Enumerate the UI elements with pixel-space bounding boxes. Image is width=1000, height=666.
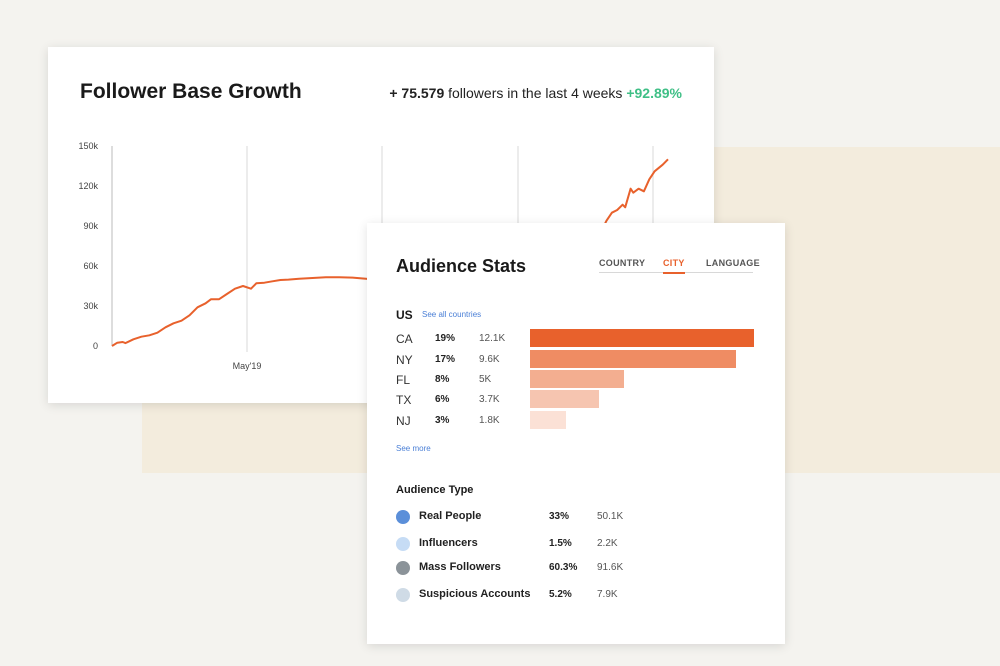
city-code: FL: [396, 373, 411, 387]
city-stat-row: NJ 3% 1.8K: [396, 411, 756, 431]
city-value: 3.7K: [479, 394, 500, 405]
city-value: 5K: [479, 374, 492, 385]
audience-stats-card: Audience Stats COUNTRY CITY LANGUAGE US …: [367, 223, 785, 644]
growth-percent: +92.89%: [626, 85, 682, 101]
city-value: 12.1K: [479, 333, 506, 344]
city-percent: 19%: [435, 333, 456, 344]
city-bar: [530, 390, 599, 408]
audience-type-value: 2.2K: [597, 538, 618, 549]
growth-summary: + 75.579 followers in the last 4 weeks +…: [389, 85, 682, 101]
audience-type-name: Suspicious Accounts: [419, 588, 531, 600]
audience-type-dot: [396, 510, 410, 524]
tab-country[interactable]: COUNTRY: [599, 258, 646, 268]
city-percent: 8%: [435, 374, 450, 385]
growth-summary-text: followers in the last 4 weeks: [448, 85, 623, 101]
audience-type-name: Influencers: [419, 537, 478, 549]
y-tick-label: 120k: [78, 181, 98, 191]
see-all-countries-link[interactable]: See all countries: [422, 310, 482, 319]
audience-type-name: Mass Followers: [419, 561, 501, 573]
x-tick-label: May'19: [233, 361, 262, 371]
city-stat-row: CA 19% 12.1K: [396, 329, 756, 349]
audience-type-name: Real People: [419, 510, 482, 522]
audience-type-dot: [396, 588, 410, 602]
see-more-link[interactable]: See more: [396, 444, 431, 453]
growth-title: Follower Base Growth: [80, 80, 302, 103]
audience-type-value: 91.6K: [597, 562, 624, 573]
audience-type-row: Influencers 1.5% 2.2K: [396, 535, 696, 555]
audience-type-dot: [396, 537, 410, 551]
y-tick-label: 60k: [83, 261, 98, 271]
y-tick-label: 90k: [83, 221, 98, 231]
audience-type-row: Mass Followers 60.3% 91.6K: [396, 559, 696, 579]
country-name: US: [396, 308, 413, 322]
city-value: 9.6K: [479, 354, 500, 365]
audience-type-value: 50.1K: [597, 511, 624, 522]
audience-type-value: 7.9K: [597, 589, 618, 600]
audience-type-dot: [396, 561, 410, 575]
city-stat-row: NY 17% 9.6K: [396, 350, 756, 370]
growth-count: + 75.579: [389, 85, 445, 101]
audience-type-percent: 60.3%: [549, 562, 578, 573]
city-bar: [530, 350, 736, 368]
city-code: TX: [396, 393, 412, 407]
audience-type-title: Audience Type: [396, 484, 474, 496]
audience-tabs: COUNTRY CITY LANGUAGE: [599, 258, 760, 274]
audience-title: Audience Stats: [396, 256, 527, 276]
city-code: NY: [396, 353, 413, 367]
y-tick-label: 150k: [78, 141, 98, 151]
city-percent: 17%: [435, 354, 456, 365]
audience-type-percent: 5.2%: [549, 589, 572, 600]
tab-language[interactable]: LANGUAGE: [706, 258, 760, 268]
tab-city[interactable]: CITY: [663, 258, 685, 274]
city-bar: [530, 329, 754, 347]
city-bar: [530, 370, 624, 388]
y-tick-label: 0: [93, 341, 98, 351]
city-bar: [530, 411, 566, 429]
audience-type-row: Suspicious Accounts 5.2% 7.9K: [396, 586, 696, 606]
growth-line-chart: 0 30k 60k 90k 120k 150k May'19: [78, 141, 669, 371]
y-tick-label: 30k: [83, 301, 98, 311]
city-percent: 6%: [435, 394, 450, 405]
follower-growth-line: [111, 158, 669, 347]
city-code: NJ: [396, 414, 411, 428]
city-code: CA: [396, 332, 413, 346]
city-percent: 3%: [435, 415, 450, 426]
audience-type-percent: 33%: [549, 511, 570, 522]
city-stat-row: TX 6% 3.7K: [396, 390, 756, 410]
audience-type-row: Real People 33% 50.1K: [396, 508, 696, 528]
audience-type-percent: 1.5%: [549, 538, 572, 549]
city-value: 1.8K: [479, 415, 500, 426]
city-stat-row: FL 8% 5K: [396, 370, 756, 390]
